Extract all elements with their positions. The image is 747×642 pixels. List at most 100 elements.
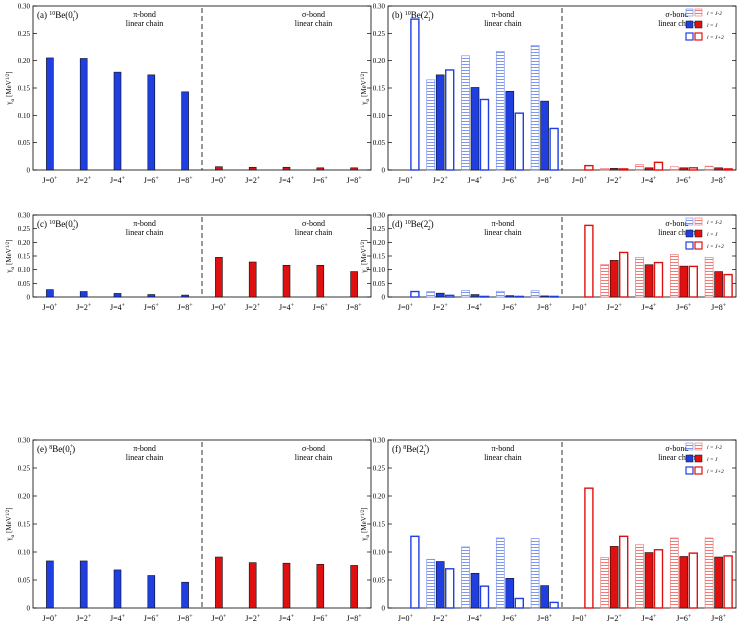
bar-blue-solid-3 xyxy=(147,575,156,609)
bar-red-solid-0 xyxy=(215,257,223,298)
bar-red-solid-4 xyxy=(350,271,358,298)
bar-red-open-1 xyxy=(619,168,629,171)
legend-swatch-blue-solid xyxy=(685,20,694,29)
bar-red-open-0 xyxy=(584,224,594,298)
bar-red-hatched-2 xyxy=(635,544,644,609)
region-label-right: σ-bond xyxy=(302,10,325,19)
bar-blue-solid-2 xyxy=(113,569,122,609)
region-label-right: σ-bond xyxy=(665,10,688,19)
x-tick-label: J=2+ xyxy=(433,303,449,312)
x-tick-label: J=4+ xyxy=(641,614,657,623)
bar-red-solid-3 xyxy=(679,556,689,609)
bar-blue-hatched-1 xyxy=(426,79,436,171)
bar-blue-open-3 xyxy=(514,112,524,171)
bar-red-open-2 xyxy=(653,261,664,298)
bar-red-solid-3 xyxy=(316,167,325,171)
y-tick-label: 0.25 xyxy=(18,465,31,473)
x-tick-label: J=4+ xyxy=(467,614,483,623)
region-label-right: linear chain xyxy=(658,228,696,237)
x-tick-label: J=4+ xyxy=(110,614,126,623)
x-tick-label: J=6+ xyxy=(502,614,518,623)
bar-red-hatched-4 xyxy=(704,165,714,171)
x-tick-label: J=8+ xyxy=(178,176,194,185)
bar-red-solid-1 xyxy=(248,562,257,609)
x-tick-label: J=2+ xyxy=(245,176,261,185)
x-tick-label: J=6+ xyxy=(676,176,692,185)
y-tick-label: 0 xyxy=(27,294,31,302)
bar-blue-solid-2 xyxy=(113,293,122,298)
bar-red-hatched-1 xyxy=(600,557,610,609)
legend-swatch-blue-open xyxy=(685,466,694,475)
bar-red-solid-3 xyxy=(679,265,689,298)
legend-swatch-red-open xyxy=(694,241,703,250)
legend-label: l = J-2 xyxy=(707,445,722,451)
bar-blue-solid-3 xyxy=(505,90,515,171)
x-tick-label: J=4+ xyxy=(467,176,483,185)
bar-blue-solid-1 xyxy=(79,291,88,298)
bar-red-solid-2 xyxy=(282,264,291,298)
region-label-right: σ-bond xyxy=(302,219,325,228)
x-tick-label: J=6+ xyxy=(313,614,329,623)
y-tick-label: 0.15 xyxy=(18,521,31,529)
bar-red-solid-2 xyxy=(282,562,291,609)
panel-title: (e) 8Be(0+ 1) xyxy=(37,444,75,457)
bar-blue-solid-4 xyxy=(181,91,189,171)
bar-red-open-1 xyxy=(619,535,629,609)
legend-label: l = J xyxy=(707,232,718,238)
bar-blue-open-4 xyxy=(549,127,559,171)
bar-blue-hatched-3 xyxy=(495,290,505,298)
y-tick-label: 0 xyxy=(382,605,386,613)
x-tick-label: J=0+ xyxy=(211,614,227,623)
panel-title: (f) 8Be(2+ 1) xyxy=(392,444,429,457)
region-label-left: π-bond xyxy=(491,10,514,19)
region-label-right: σ-bond xyxy=(665,219,688,228)
bar-red-hatched-4 xyxy=(704,537,714,609)
y-axis-label: γα[MeV1/2] xyxy=(360,71,371,105)
y-tick-label: 0.05 xyxy=(18,280,31,288)
bar-red-solid-0 xyxy=(215,166,223,171)
region-label-left: π-bond xyxy=(491,444,514,453)
x-tick-label: J=8+ xyxy=(537,303,553,312)
bar-red-solid-4 xyxy=(350,565,358,609)
y-tick-label: 0.20 xyxy=(18,57,31,65)
bar-red-solid-1 xyxy=(609,168,619,171)
legend-swatch-blue-solid xyxy=(685,229,694,238)
legend-label: l = J+2 xyxy=(707,469,724,475)
bar-blue-solid-2 xyxy=(113,71,122,171)
bar-blue-hatched-4 xyxy=(530,538,540,609)
bar-red-hatched-2 xyxy=(635,257,644,298)
region-label-left: linear chain xyxy=(484,228,522,237)
bar-red-solid-1 xyxy=(609,546,619,609)
y-tick-label: 0.05 xyxy=(18,139,31,147)
panel-a: 0 0.05 0.10 0.15 0.20 0.25 0.30 γα[MeV1/2] π-bon… xyxy=(5,3,372,185)
region-label-right: linear chain xyxy=(658,19,696,28)
bar-blue-open-4 xyxy=(549,601,559,609)
bar-blue-hatched-3 xyxy=(495,51,505,171)
y-tick-label: 0.25 xyxy=(373,225,386,233)
x-tick-label: J=2+ xyxy=(76,303,92,312)
bar-blue-solid-1 xyxy=(435,561,445,609)
y-axis-label: γα[MeV1/2] xyxy=(5,71,16,105)
bar-blue-solid-1 xyxy=(79,58,88,171)
region-label-right: linear chain xyxy=(658,453,696,462)
bar-blue-solid-1 xyxy=(435,74,445,171)
region-label-right: linear chain xyxy=(295,453,333,462)
bar-red-solid-4 xyxy=(350,167,358,171)
bar-red-open-4 xyxy=(723,168,733,171)
x-tick-label: J=6+ xyxy=(313,303,329,312)
y-tick-label: 0.10 xyxy=(18,112,31,120)
x-tick-label: J=4+ xyxy=(279,614,295,623)
y-tick-label: 0.25 xyxy=(18,30,31,38)
legend-swatch-red-open xyxy=(694,466,703,475)
panel-title: (a) 10Be(0+ 1) xyxy=(37,10,78,23)
bar-red-open-1 xyxy=(619,251,629,298)
x-tick-label: J=2+ xyxy=(76,176,92,185)
bar-blue-solid-1 xyxy=(79,560,88,609)
bar-blue-hatched-2 xyxy=(461,546,470,609)
bar-blue-hatched-1 xyxy=(426,291,436,298)
y-tick-label: 0.05 xyxy=(373,577,386,585)
legend-swatch-blue-hatched xyxy=(685,442,694,451)
bar-red-open-3 xyxy=(688,552,698,609)
x-tick-label: J=4+ xyxy=(641,176,657,185)
